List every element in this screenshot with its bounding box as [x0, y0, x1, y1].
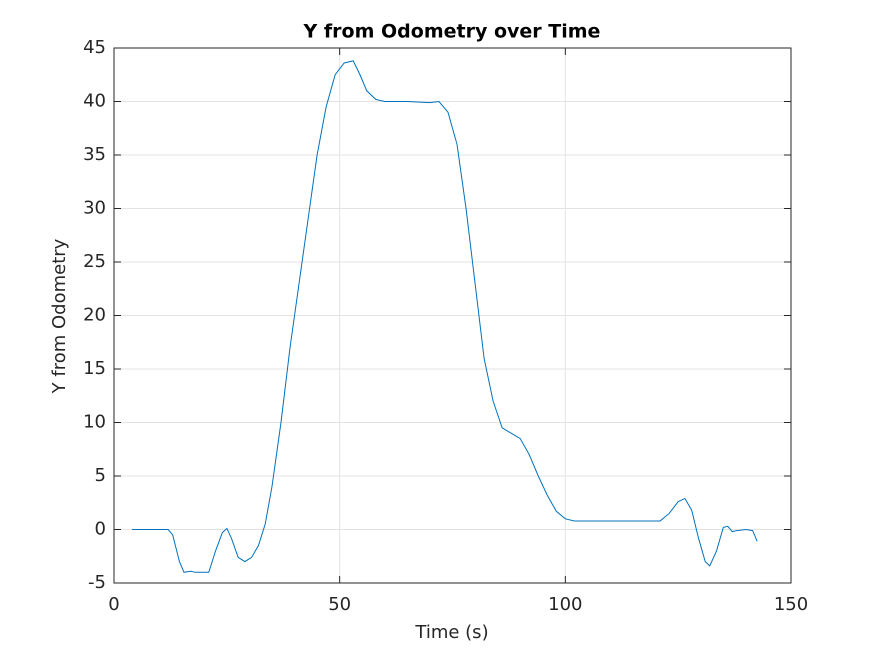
plot — [132, 60, 758, 573]
y-tick-label: 25 — [83, 251, 106, 272]
y-tick-label: 35 — [83, 144, 106, 165]
data-line — [132, 60, 758, 573]
x-tick-label: 100 — [548, 594, 582, 615]
y-tick-label: 30 — [83, 198, 106, 219]
chart-title: Y from Odometry over Time — [303, 21, 601, 43]
x-axis-label: Time (s) — [414, 622, 488, 643]
x-tick-label: 50 — [328, 594, 351, 615]
y-axis-label: Y from Odometry — [49, 238, 70, 394]
x-tick-label: 150 — [774, 594, 808, 615]
y-tick-label: 45 — [83, 37, 106, 58]
y-tick-label: -5 — [88, 572, 106, 593]
y-tick-label: 20 — [83, 305, 106, 326]
y-tick-label: 5 — [95, 465, 106, 486]
axes-box — [113, 47, 792, 584]
y-tick-label: 10 — [83, 412, 106, 433]
x-tick-label: 0 — [108, 594, 119, 615]
y-tick-label: 15 — [83, 358, 106, 379]
y-tick-label: 0 — [95, 519, 106, 540]
y-tick-label: 40 — [83, 91, 106, 112]
